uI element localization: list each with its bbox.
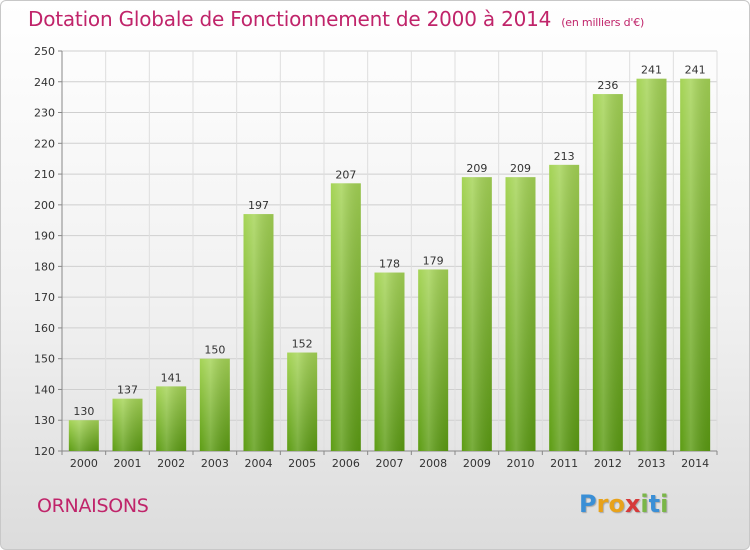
- chart-title: Dotation Globale de Fonctionnement de 20…: [28, 7, 644, 31]
- x-tick-label: 2012: [594, 457, 622, 470]
- logo-letter: t: [648, 490, 661, 518]
- data-label: 137: [117, 384, 138, 397]
- y-tick-label: 230: [34, 107, 55, 120]
- data-label: 130: [73, 405, 94, 418]
- data-label: 178: [379, 258, 400, 271]
- bar-shine: [418, 269, 449, 451]
- y-tick-label: 150: [34, 353, 55, 366]
- data-label: 150: [204, 344, 225, 357]
- data-label: 207: [335, 168, 356, 181]
- x-tick-label: 2008: [419, 457, 447, 470]
- x-tick-label: 2010: [507, 457, 535, 470]
- logo-letter: r: [596, 490, 609, 518]
- data-label: 141: [161, 371, 182, 384]
- logo-letter: i: [660, 490, 669, 518]
- y-tick-label: 180: [34, 260, 55, 273]
- axes: 120 130 140 150 160 170 180 190 200 210 220 230 240 2…: [34, 45, 718, 470]
- y-tick-label: 220: [34, 137, 55, 150]
- logo-letter: P: [579, 490, 597, 518]
- y-tick-label: 210: [34, 168, 55, 181]
- y-tick-label: 250: [34, 45, 55, 58]
- x-tick-label: 2011: [550, 457, 578, 470]
- y-tick-label: 120: [34, 445, 55, 458]
- x-tick-label: 2000: [70, 457, 98, 470]
- x-tick-label: 2003: [201, 457, 229, 470]
- x-tick-label: 2001: [114, 457, 142, 470]
- bar-shine: [636, 78, 667, 451]
- proxiti-logo[interactable]: Proxiti: [579, 490, 668, 518]
- y-tick-label: 200: [34, 199, 55, 212]
- x-tick-label: 2007: [376, 457, 404, 470]
- x-tick-label: 2009: [463, 457, 491, 470]
- data-label: 209: [466, 162, 487, 175]
- x-tick-label: 2005: [288, 457, 316, 470]
- bar-shine: [112, 398, 143, 451]
- commune-name: ORNAISONS: [37, 495, 149, 517]
- bar-shine: [68, 420, 99, 451]
- data-label: 179: [423, 254, 444, 267]
- bar-shine: [592, 94, 623, 452]
- x-tick-label: 2006: [332, 457, 360, 470]
- bar-shine: [287, 352, 318, 451]
- bar-shine: [505, 177, 536, 451]
- bar-shine: [461, 177, 492, 451]
- title-text: Dotation Globale de Fonctionnement de 20…: [28, 7, 552, 31]
- bar-shine: [549, 164, 580, 451]
- data-label: 197: [248, 199, 269, 212]
- data-label: 209: [510, 162, 531, 175]
- logo-letter: x: [624, 490, 641, 518]
- y-tick-label: 160: [34, 322, 55, 335]
- data-label: 152: [292, 338, 313, 351]
- y-tick-label: 170: [34, 291, 55, 304]
- x-tick-label: 2014: [681, 457, 709, 470]
- y-tick-label: 240: [34, 76, 55, 89]
- x-tick-label: 2013: [638, 457, 666, 470]
- data-labels: 130 137 141 150 197 152 207 178 179 209 209 213 236 2…: [73, 64, 705, 419]
- logo-letter: o: [608, 490, 625, 518]
- bar-shine: [680, 78, 711, 451]
- bar-shine: [243, 214, 274, 451]
- bar-shine: [330, 183, 361, 452]
- y-tick-label: 140: [34, 383, 55, 396]
- chart-subtitle: (en milliers d'€): [561, 16, 645, 29]
- bar-shine: [199, 358, 230, 451]
- logo-letter: i: [640, 490, 649, 518]
- data-label: 236: [597, 79, 618, 92]
- data-label: 241: [685, 64, 706, 77]
- x-tick-label: 2002: [157, 457, 185, 470]
- y-tick-label: 190: [34, 230, 55, 243]
- data-label: 241: [641, 64, 662, 77]
- y-tick-label: 130: [34, 414, 55, 427]
- bars: [68, 78, 711, 452]
- bar-shine: [156, 386, 187, 451]
- x-tick-label: 2004: [245, 457, 273, 470]
- bar-shine: [374, 272, 405, 451]
- data-label: 213: [554, 150, 575, 163]
